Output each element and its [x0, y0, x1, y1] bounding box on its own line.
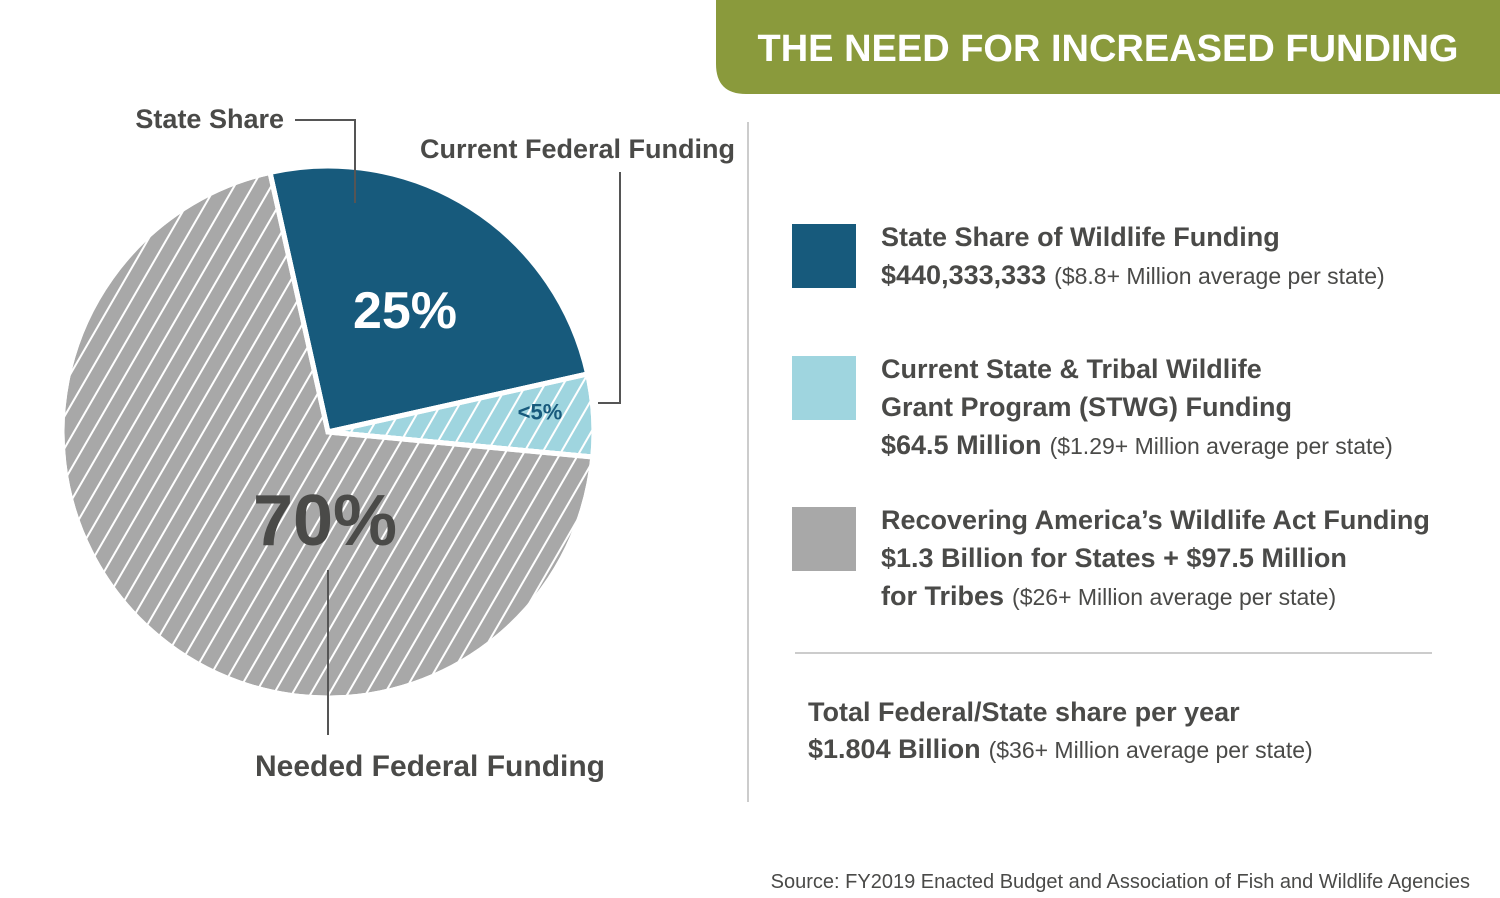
- legend-swatch: [792, 224, 856, 288]
- total-amount: $1.804 Billion: [808, 734, 981, 764]
- legend-amount: for Tribes: [881, 581, 1004, 611]
- legend-line: $64.5 Million ($1.29+ Million average per…: [881, 430, 1393, 460]
- pie: 25% <5% 70%: [59, 163, 597, 701]
- value-label: 25%: [353, 282, 457, 340]
- source: Source: FY2019 Enacted Budget and Associ…: [771, 871, 1470, 893]
- total-line: $1.804 Billion ($36+ Million average per …: [808, 734, 1313, 764]
- value-label: 70%: [253, 481, 397, 561]
- legend-note: ($8.8+ Million average per state): [1054, 263, 1384, 289]
- legend: State Share of Wildlife Funding $440,333,…: [792, 222, 1430, 611]
- legend-title: $1.3 Billion for States + $97.5 Million: [881, 543, 1347, 573]
- slice-label: Needed Federal Funding: [255, 750, 605, 783]
- legend-title: Current State & Tribal Wildlife: [881, 354, 1262, 384]
- chart-title: THE NEED FOR INCREASED FUNDING: [758, 28, 1459, 70]
- total-note: ($36+ Million average per state): [989, 737, 1313, 763]
- total-title: Total Federal/State share per year: [808, 697, 1240, 727]
- slice-hatch: [59, 169, 596, 701]
- slice-label: Current Federal Funding: [420, 134, 735, 164]
- legend-swatch: [792, 507, 856, 571]
- slice-label: State Share: [135, 104, 284, 134]
- legend-amount: $440,333,333: [881, 260, 1046, 290]
- callout-line: [598, 172, 621, 404]
- legend-line: $440,333,333 ($8.8+ Million average per s…: [881, 260, 1385, 290]
- callout-line: [295, 119, 356, 203]
- legend-amount: $64.5 Million: [881, 430, 1042, 460]
- title-banner: [716, 0, 1500, 94]
- pie-slice: [266, 163, 591, 435]
- legend-title: Recovering America’s Wildlife Act Fundin…: [881, 505, 1430, 535]
- legend-title: Grant Program (STWG) Funding: [881, 392, 1292, 422]
- legend-swatch: [792, 356, 856, 420]
- legend-note: ($26+ Million average per state): [1012, 584, 1336, 610]
- legend-line: for Tribes ($26+ Million average per stat…: [881, 581, 1336, 611]
- legend-note: ($1.29+ Million average per state): [1050, 433, 1393, 459]
- legend-title: State Share of Wildlife Funding: [881, 222, 1280, 252]
- value-label: <5%: [518, 400, 563, 425]
